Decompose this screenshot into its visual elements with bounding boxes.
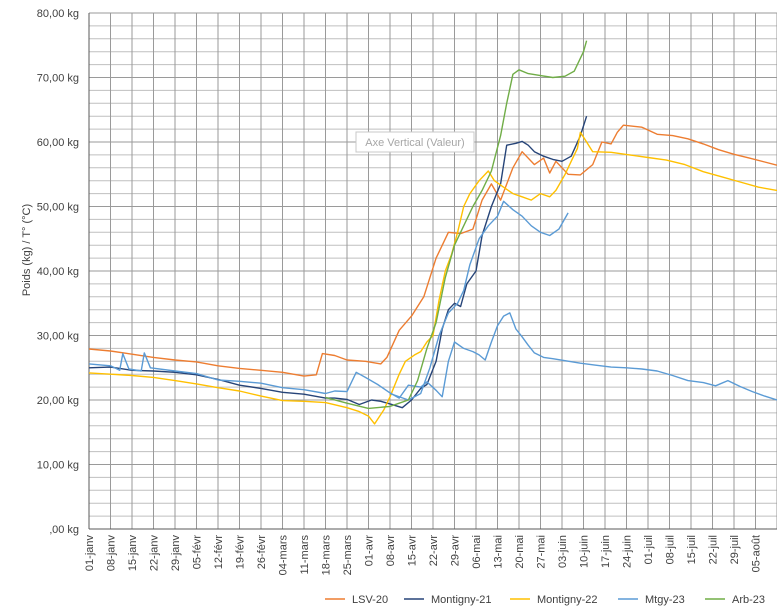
legend-label: Mtgy-23: [645, 594, 685, 606]
x-tick-label: 15-janv: [127, 535, 139, 572]
x-tick-label: 12-févr: [213, 535, 225, 570]
legend: LSV-20 Montigny-21 Montigny-22 Mtgy-23 Arb-2…: [325, 594, 765, 606]
legend-label: Arb-23: [732, 594, 765, 606]
y-axis-ticks: ‚00 kg 10,00 kg 20,00 kg 30,00 kg 40,00 kg 50…: [37, 8, 79, 536]
x-tick-label: 08-avr: [385, 535, 397, 567]
x-tick-label: 29-juil: [729, 535, 741, 564]
x-tick-label: 15-juil: [686, 535, 698, 564]
x-tick-label: 08-janv: [106, 535, 118, 572]
x-tick-label: 27-mai: [536, 535, 548, 569]
legend-item: Mtgy-23: [618, 594, 685, 606]
y-tick-label: 30,00 kg: [37, 331, 79, 343]
y-tick-label: 70,00 kg: [37, 73, 79, 85]
x-tick-label: 13-mai: [493, 535, 505, 569]
x-tick-label: 01-janv: [84, 535, 96, 572]
x-tick-label: 22-avr: [428, 535, 440, 567]
legend-item: LSV-20: [325, 594, 388, 606]
series-line-mtgy-23b: [389, 200, 569, 401]
y-tick-label: 40,00 kg: [37, 266, 79, 278]
series-line-montigny-22: [88, 131, 777, 425]
x-tick-label: 29-janv: [170, 535, 182, 572]
legend-label: Montigny-22: [537, 594, 598, 606]
series-line-mtgy-23: [88, 312, 777, 401]
x-tick-label: 05-août: [751, 535, 763, 572]
x-tick-label: 01-avr: [364, 535, 376, 567]
y-tick-label: 80,00 kg: [37, 8, 79, 20]
axis-tooltip: Axe Vertical (Valeur): [355, 131, 475, 153]
x-tick-label: 24-juin: [622, 535, 634, 568]
x-tick-label: 22-juil: [708, 535, 720, 564]
x-tick-label: 05-févr: [192, 535, 204, 570]
x-axis-ticks: 01-janv 08-janv 15-janv 22-janv 29-janv 05-fé…: [84, 535, 763, 576]
series-line-arb-23: [325, 40, 588, 410]
x-tick-label: 04-mars: [278, 535, 290, 576]
y-tick-label: ‚00 kg: [50, 524, 79, 536]
x-tick-label: 17-juin: [600, 535, 612, 568]
legend-label: Montigny-21: [431, 594, 492, 606]
legend-label: LSV-20: [352, 594, 388, 606]
x-tick-label: 15-avr: [407, 535, 419, 567]
x-tick-label: 08-juil: [665, 535, 677, 564]
series-line-montigny-21: [88, 115, 588, 409]
legend-item: Montigny-22: [510, 594, 598, 606]
y-tick-label: 10,00 kg: [37, 460, 79, 472]
series-line-lsv-20: [88, 124, 777, 377]
legend-item: Arb-23: [705, 594, 765, 606]
series-lines: [88, 40, 777, 425]
x-tick-label: 06-mai: [471, 535, 483, 569]
x-tick-label: 03-juin: [557, 535, 569, 568]
x-tick-label: 19-févr: [235, 535, 247, 570]
axis-tooltip-text: Axe Vertical (Valeur): [365, 137, 464, 149]
x-tick-label: 11-mars: [299, 535, 311, 575]
y-tick-label: 50,00 kg: [37, 202, 79, 214]
y-axis-label: Poids (kg) / T° (°C): [21, 204, 33, 296]
x-tick-label: 26-févr: [256, 535, 268, 570]
y-tick-label: 60,00 kg: [37, 137, 79, 149]
x-tick-label: 20-mai: [514, 535, 526, 569]
x-tick-label: 10-juin: [579, 535, 591, 568]
y-tick-label: 20,00 kg: [37, 395, 79, 407]
x-tick-label: 25-mars: [342, 535, 354, 576]
gridlines: [88, 12, 777, 530]
x-tick-label: 18-mars: [321, 535, 333, 576]
x-tick-label: 22-janv: [149, 535, 161, 572]
legend-item: Montigny-21: [404, 594, 492, 606]
x-tick-label: 01-juil: [643, 535, 655, 564]
x-tick-label: 29-avr: [450, 535, 462, 567]
